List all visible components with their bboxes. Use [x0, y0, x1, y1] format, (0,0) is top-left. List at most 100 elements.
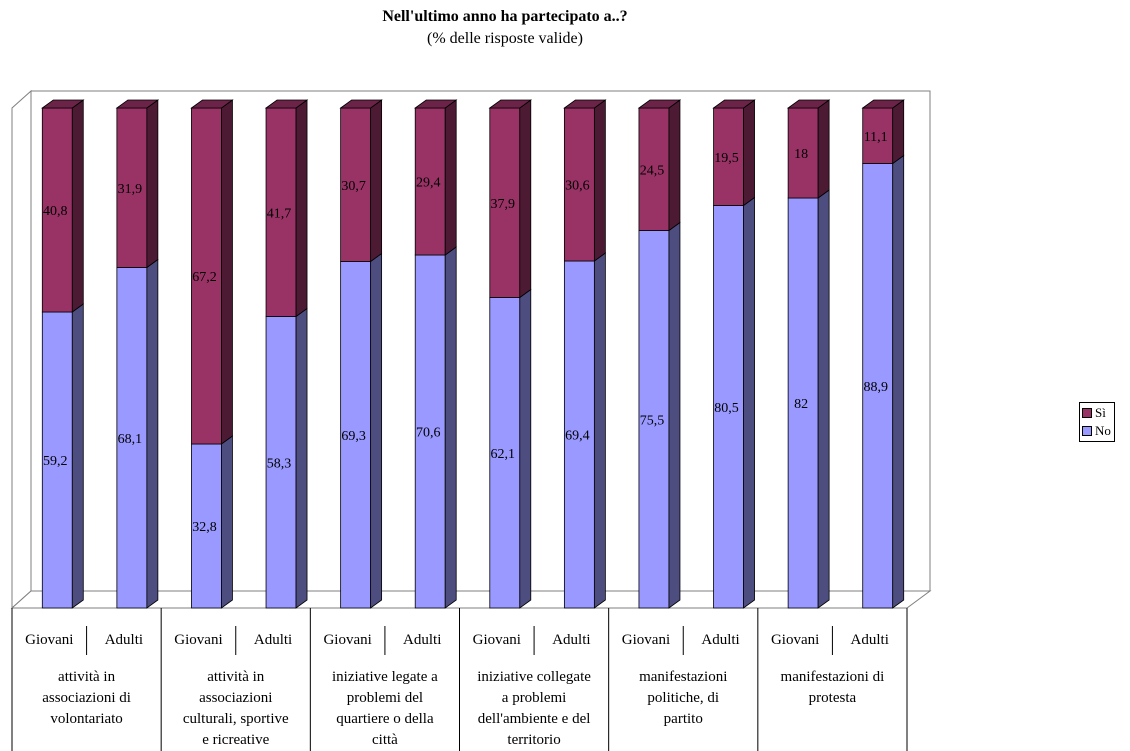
- bar-top-10: [786, 99, 831, 109]
- bar-top-0: [41, 99, 85, 109]
- bar-si-3-front: [265, 107, 297, 317]
- side-wall: [11, 89, 32, 610]
- bar-si-1-front: [116, 107, 148, 268]
- tick-label-adulti-3: Adulti: [254, 632, 292, 648]
- bar-no-1-side: [146, 258, 159, 609]
- bar-top-6: [488, 99, 533, 109]
- legend-swatch-no: [1082, 426, 1092, 436]
- data-label-si-11: 11,1: [864, 130, 888, 145]
- bar-si-9-side: [743, 99, 755, 207]
- legend: Sì No: [1079, 402, 1115, 442]
- group-label-1: attività in associazioni culturali, sporti…: [183, 669, 289, 748]
- bar-no-10-front: [787, 197, 819, 609]
- bar-si-7-front: [563, 107, 595, 262]
- bar-no-0-side: [71, 303, 84, 609]
- bars-layer: [41, 99, 905, 609]
- bar-si-1-side: [146, 99, 159, 269]
- group-label-4: manifestazioni politiche, di partito: [639, 669, 727, 727]
- bar-no-4-front: [340, 261, 372, 609]
- bar-si-4-side: [370, 99, 383, 263]
- bar-top-7: [563, 99, 607, 109]
- tick-label-giovani-4: Giovani: [323, 632, 371, 648]
- bar-si-2-side: [221, 99, 233, 445]
- bar-si-11-side: [892, 99, 905, 165]
- bar-top-5: [413, 99, 458, 109]
- data-label-si-6: 37,9: [491, 197, 516, 212]
- bar-no-11-front: [862, 163, 894, 609]
- bar-no-11-side: [892, 154, 905, 609]
- tick-label-giovani-0: Giovani: [25, 632, 73, 648]
- data-label-no-5: 70,6: [416, 426, 441, 441]
- tick-label-giovani-2: Giovani: [174, 632, 222, 648]
- data-label-si-4: 30,7: [341, 179, 366, 194]
- bar-si-3-side: [295, 99, 308, 318]
- tick-label-adulti-7: Adulti: [552, 632, 590, 648]
- group-label-3: iniziative collegate a problemi dell'ambie…: [477, 669, 591, 748]
- group-label-2: iniziative legate a problemi del quartiere…: [332, 669, 438, 748]
- data-label-no-3: 58,3: [267, 456, 292, 471]
- bar-si-4-front: [340, 107, 372, 262]
- bar-no-3-side: [295, 307, 308, 609]
- data-label-no-9: 80,5: [714, 401, 739, 416]
- bar-no-4-side: [370, 252, 383, 609]
- group-label-5: manifestazioni di protesta: [781, 669, 885, 706]
- data-label-no-4: 69,3: [341, 429, 366, 444]
- legend-item-si: Sì: [1082, 404, 1111, 422]
- data-label-no-7: 69,4: [565, 429, 590, 444]
- bar-top-2: [190, 99, 234, 109]
- data-label-si-1: 31,9: [118, 182, 143, 197]
- bar-no-10-side: [817, 189, 830, 609]
- bar-no-8-front: [638, 230, 670, 609]
- tick-label-giovani-8: Giovani: [622, 632, 670, 648]
- group-label-0: attività in associazioni di volontariato: [42, 669, 131, 727]
- bar-si-0-front: [41, 107, 73, 313]
- tick-label-adulti-9: Adulti: [701, 632, 739, 648]
- legend-label-no: No: [1095, 423, 1111, 438]
- bar-no-7-front: [563, 260, 595, 609]
- bar-no-5-side: [444, 246, 457, 609]
- bar-si-0-side: [71, 99, 84, 313]
- data-label-no-6: 62,1: [491, 447, 516, 462]
- data-label-no-11: 88,9: [863, 380, 888, 395]
- tick-label-adulti-11: Adulti: [851, 632, 889, 648]
- data-label-si-9: 19,5: [714, 151, 739, 166]
- bar-no-8-side: [668, 221, 681, 609]
- data-label-si-7: 30,6: [565, 179, 590, 194]
- data-label-no-10: 82: [794, 397, 808, 412]
- bar-no-2-side: [221, 435, 233, 609]
- data-label-no-1: 68,1: [118, 432, 143, 447]
- bar-top-9: [712, 99, 756, 109]
- bar-top-11: [861, 99, 905, 109]
- data-label-si-2: 67,2: [192, 270, 217, 285]
- bar-si-7-side: [593, 99, 606, 262]
- data-label-no-8: 75,5: [640, 413, 665, 428]
- category-axis-table: Giovani Adulti Giovani Adulti Giovani Adulti G…: [11, 608, 908, 751]
- data-labels-layer: 59,2 40,8 68,1 31,9 32,8 67,2 58,3 41,7 69,3 30,7…: [43, 130, 888, 535]
- bar-top-8: [637, 99, 682, 109]
- data-label-si-0: 40,8: [43, 204, 68, 219]
- tick-label-adulti-1: Adulti: [105, 632, 143, 648]
- bar-no-0-front: [41, 311, 73, 609]
- bar-si-8-front: [638, 107, 670, 231]
- data-label-si-3: 41,7: [267, 206, 292, 221]
- chart-title: Nell'ultimo anno ha partecipato a..?: [382, 8, 628, 25]
- data-label-si-5: 29,4: [416, 176, 441, 191]
- data-label-no-0: 59,2: [43, 454, 68, 469]
- legend-label-si: Sì: [1095, 405, 1106, 420]
- tick-label-adulti-5: Adulti: [403, 632, 441, 648]
- bar-top-3: [264, 99, 309, 109]
- bar-si-10-side: [817, 99, 830, 199]
- bar-no-7-side: [593, 252, 606, 609]
- bar-si-9-front: [713, 107, 744, 206]
- bar-si-5-side: [444, 99, 457, 256]
- tick-label-giovani-10: Giovani: [771, 632, 819, 648]
- bar-no-6-front: [489, 297, 521, 609]
- tick-label-giovani-6: Giovani: [473, 632, 521, 648]
- bar-no-6-side: [519, 288, 532, 609]
- bar-no-9-side: [743, 196, 755, 609]
- plot-area-frame: [10, 89, 932, 610]
- bar-top-1: [115, 99, 160, 109]
- legend-item-no: No: [1082, 422, 1111, 440]
- bar-no-2-front: [191, 443, 222, 609]
